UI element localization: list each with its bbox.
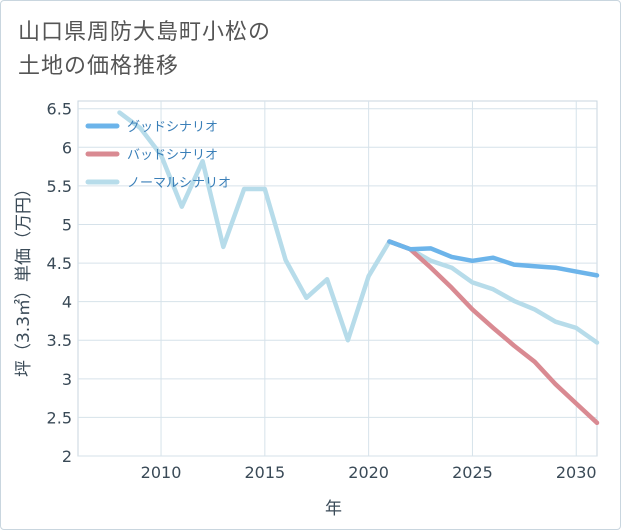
y-tick-label: 5 <box>62 215 72 234</box>
x-tick-label: 2025 <box>452 463 493 482</box>
x-tick-label: 2010 <box>141 463 182 482</box>
y-tick-label: 3.5 <box>47 331 72 350</box>
y-tick-label: 6 <box>62 138 72 157</box>
x-tick-label: 2015 <box>244 463 285 482</box>
y-tick-label: 5.5 <box>47 177 72 196</box>
y-tick-label: 4 <box>62 293 72 312</box>
y-tick-label: 2 <box>62 447 72 466</box>
series-line-1 <box>387 239 600 426</box>
chart-title: 山口県周防大島町小松の 土地の価格推移 <box>18 20 272 79</box>
x-tick-label: 2020 <box>348 463 389 482</box>
y-tick-label: 2.5 <box>47 408 72 427</box>
series-line-2 <box>117 110 600 345</box>
y-axis-label: 坪（3.3㎡）単価（万円） <box>14 180 34 377</box>
y-tick-label: 3 <box>62 370 72 389</box>
y-tick-label: 4.5 <box>47 254 72 273</box>
legend-label: バッドシナリオ <box>127 148 218 163</box>
legend-label: グッドシナリオ <box>127 120 218 135</box>
series-line-0 <box>387 239 600 278</box>
x-tick-label: 2030 <box>556 463 597 482</box>
x-axis-label: 年 <box>325 499 342 519</box>
y-tick-label: 6.5 <box>47 100 72 119</box>
legend-label: ノーマルシナリオ <box>127 176 231 191</box>
